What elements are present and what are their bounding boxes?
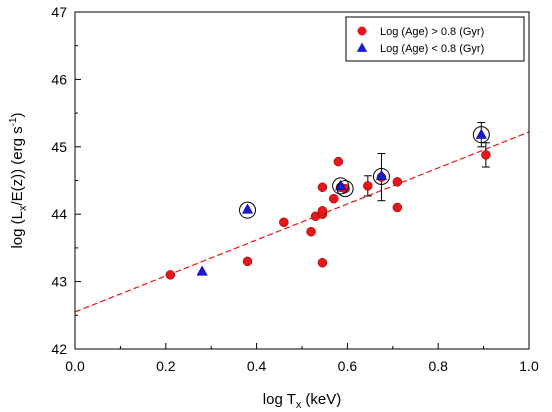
legend-label-old: Log (Age) > 0.8 (Gyr) — [380, 26, 484, 38]
data-point-young — [241, 203, 254, 214]
data-point-young — [196, 265, 208, 276]
x-tick-label: 0.0 — [65, 358, 85, 374]
circled-point-ring — [239, 201, 257, 219]
x-axis-label-main: log T — [263, 391, 296, 408]
legend-label-young: Log (Age) < 0.8 (Gyr) — [380, 43, 484, 55]
x-axis-label-sub: x — [296, 399, 302, 411]
x-tick-label: 0.6 — [338, 358, 358, 374]
x-axis-label: log Tx (keV) — [263, 391, 341, 411]
y-axis-label-part-3: -1 — [8, 117, 19, 126]
y-axis-label-part-1: x — [17, 205, 29, 211]
y-tick-label: 44 — [51, 206, 67, 222]
y-axis-label-part-0: log (L — [9, 211, 26, 249]
data-point-old — [392, 177, 403, 187]
y-axis-label-part-2: /E(z)) (erg s — [9, 126, 26, 205]
y-tick-label: 45 — [51, 139, 67, 155]
data-point-young — [375, 169, 388, 180]
legend-box — [345, 16, 525, 62]
circled-point-ring — [472, 126, 490, 144]
data-point-old — [481, 150, 491, 160]
data-point-old — [306, 226, 316, 237]
data-point-old — [165, 270, 176, 280]
y-tick-label: 43 — [51, 274, 67, 290]
x-tick-label: 0.2 — [156, 358, 176, 374]
legend-marker-circle — [357, 26, 367, 36]
x-tick-label: 0.4 — [247, 358, 267, 374]
circled-point-ring — [332, 177, 350, 195]
circled-point-ring — [372, 167, 390, 185]
data-point-old — [333, 156, 344, 167]
y-tick-label: 47 — [51, 4, 67, 20]
data-point-old — [317, 182, 328, 192]
data-point-old — [392, 202, 403, 213]
data-point-old — [242, 256, 253, 267]
points-layer — [165, 122, 491, 280]
data-point-young — [475, 128, 487, 139]
x-tick-label: 1.0 — [519, 358, 539, 374]
plot-area-frame — [74, 11, 530, 350]
y-axis-label: log (Lx/E(z)) (erg s-1) — [8, 112, 29, 248]
y-axis-label-part-4: ) — [9, 112, 26, 117]
circled-point-ring — [336, 180, 354, 198]
data-point-old — [317, 257, 328, 268]
legend: Log (Age) > 0.8 (Gyr) Log (Age) < 0.8 (G… — [345, 16, 525, 62]
data-point-old — [363, 181, 373, 191]
data-point-old — [329, 193, 339, 204]
y-tick-label: 46 — [51, 71, 67, 87]
fit-line-layer — [74, 131, 530, 313]
x-tick-label: 0.8 — [428, 358, 448, 374]
x-axis-label-unit: (keV) — [305, 391, 341, 408]
fit-line — [74, 131, 530, 313]
axis-ticks: 0.0 0.2 0.4 0.6 0.8 1.0 42 43 44 45 46 47 — [51, 4, 539, 374]
data-point-old — [317, 206, 328, 216]
legend-marker-triangle — [356, 42, 368, 52]
data-point-old — [279, 217, 289, 228]
y-tick-label: 42 — [51, 341, 67, 357]
